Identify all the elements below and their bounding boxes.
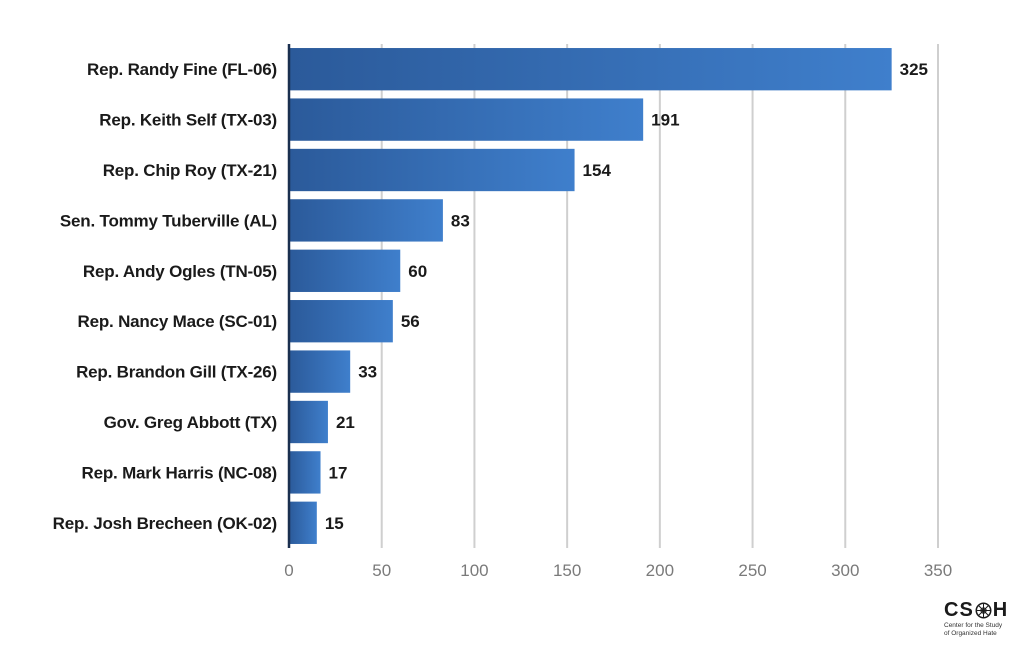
bar (289, 350, 351, 393)
bar-chart: Rep. Randy Fine (FL-06) Rep. Keith Self (… (53, 44, 952, 580)
category-label: Rep. Randy Fine (FL-06) (87, 60, 277, 79)
x-tick-label: 0 (284, 561, 293, 580)
value-label: 33 (358, 363, 377, 382)
logo-mark: CS H (944, 599, 1009, 621)
category-label: Rep. Josh Brecheen (OK-02) (53, 514, 277, 533)
bar (289, 249, 401, 292)
bars (289, 48, 892, 544)
category-label: Gov. Greg Abbott (TX) (104, 413, 277, 432)
category-label: Rep. Andy Ogles (TN-05) (83, 262, 277, 281)
bar (289, 199, 443, 242)
category-label: Sen. Tommy Tuberville (AL) (60, 211, 277, 230)
value-label: 21 (336, 413, 355, 432)
x-tick-label: 250 (738, 561, 766, 580)
x-tick-label: 200 (646, 561, 674, 580)
bar (289, 98, 644, 141)
category-label: Rep. Brandon Gill (TX-26) (76, 363, 277, 382)
x-tick-label: 300 (831, 561, 859, 580)
category-label: Rep. Nancy Mace (SC-01) (78, 312, 277, 331)
logo-tagline-1: Center for the Study (944, 622, 1003, 629)
x-axis-ticks: 0 50 100 150 200 250 300 350 (284, 561, 952, 580)
value-label: 56 (401, 312, 420, 331)
value-labels: 325 191 154 83 60 56 33 21 17 15 (325, 60, 928, 533)
category-label: Rep. Mark Harris (NC-08) (82, 463, 277, 482)
value-label: 325 (900, 60, 928, 79)
bar (289, 501, 317, 544)
x-tick-label: 350 (924, 561, 952, 580)
x-tick-label: 150 (553, 561, 581, 580)
bar (289, 48, 892, 91)
value-label: 154 (583, 161, 612, 180)
logo-tagline-2: of Organized Hate (944, 630, 997, 637)
value-label: 60 (408, 262, 427, 281)
bar (289, 451, 321, 494)
category-labels: Rep. Randy Fine (FL-06) Rep. Keith Self (… (53, 60, 278, 533)
bar (289, 400, 328, 444)
category-label: Rep. Chip Roy (TX-21) (103, 161, 277, 180)
seal-icon (975, 602, 992, 618)
bar (289, 148, 575, 192)
value-label: 15 (325, 514, 344, 533)
value-label: 83 (451, 211, 470, 230)
bar (289, 300, 393, 343)
x-tick-label: 100 (460, 561, 488, 580)
x-tick-label: 50 (372, 561, 391, 580)
value-label: 17 (329, 463, 348, 482)
value-label: 191 (651, 111, 679, 130)
csoh-logo: CS H Center for the Study of Organized H… (944, 600, 1016, 642)
category-label: Rep. Keith Self (TX-03) (99, 111, 277, 130)
